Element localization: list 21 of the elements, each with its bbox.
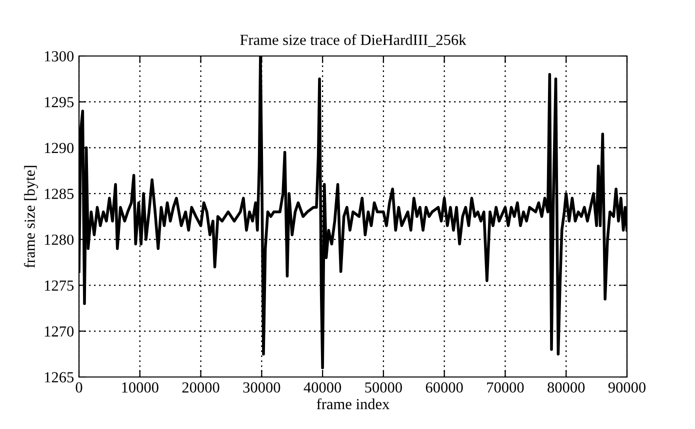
y-tick-label: 1265 [44, 372, 74, 382]
y-tick-label: 1275 [44, 280, 74, 291]
x-tick-label: 80000 [548, 382, 585, 393]
y-tick-label: 1295 [44, 97, 74, 108]
x-tick-label: 0 [76, 382, 82, 393]
y-axis-title: frame size [byte] [24, 166, 38, 268]
x-tick-label: 70000 [487, 382, 524, 393]
x-tick-label: 90000 [608, 382, 646, 393]
x-tick-label: 10000 [122, 382, 158, 393]
x-tick-label: 50000 [365, 382, 402, 393]
y-tick-label: 1290 [44, 142, 74, 154]
y-tick-label: 1300 [44, 51, 74, 62]
x-tick-label: 20000 [182, 382, 220, 393]
x-tick-label: 60000 [426, 382, 463, 393]
y-tick-label: 1270 [44, 326, 74, 337]
x-tick-label: 30000 [243, 382, 280, 393]
chart-title: Frame size trace of DieHardIII_256k [240, 34, 466, 47]
y-tick-label: 1280 [44, 234, 74, 245]
x-axis-title: frame index [316, 398, 390, 410]
y-tick-label: 1285 [44, 188, 74, 200]
x-tick-label: 40000 [304, 382, 342, 393]
